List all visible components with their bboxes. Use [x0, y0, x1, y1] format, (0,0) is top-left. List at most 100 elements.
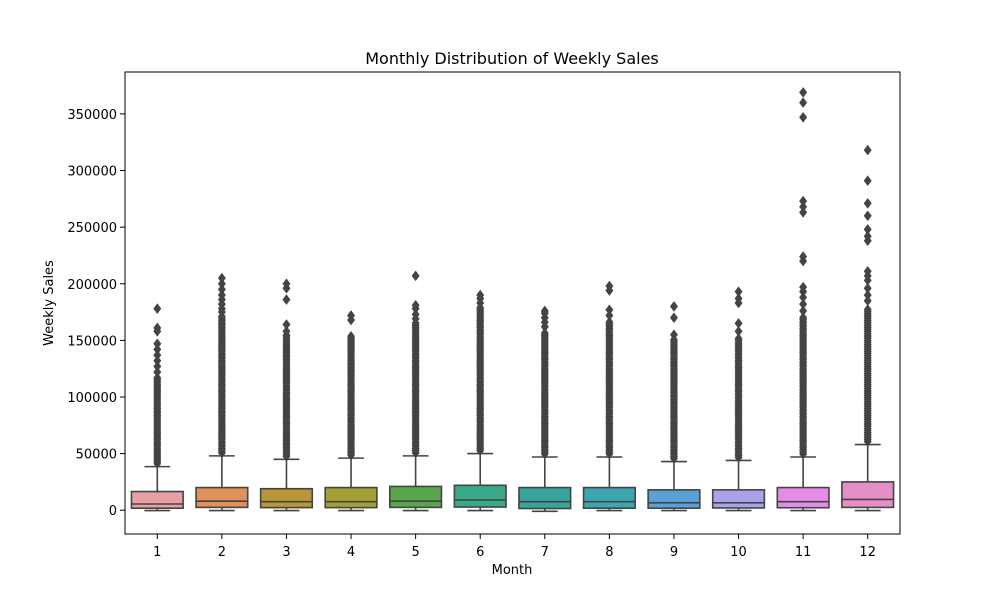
outlier-point	[153, 361, 162, 372]
outlier-point	[282, 278, 291, 290]
y-axis: 0 50000 100000 150000 200000 250000 300000 3500…	[67, 108, 125, 519]
outlier-point	[799, 292, 808, 303]
outlier-point	[217, 272, 226, 284]
outlier-point	[799, 207, 808, 218]
box-month-11	[776, 87, 830, 512]
outlier-point	[153, 322, 162, 334]
box-month-7	[518, 305, 572, 513]
outlier-point	[863, 175, 872, 187]
outlier-point	[734, 286, 743, 297]
x-tick-label: 7	[541, 545, 549, 560]
outliers	[282, 278, 291, 462]
outlier-point	[669, 301, 678, 312]
outlier-point	[863, 295, 872, 307]
outliers	[347, 310, 356, 461]
outlier-point	[217, 284, 226, 295]
outlier-point	[863, 265, 872, 277]
box-month-2	[195, 272, 249, 512]
x-axis: 1 2 3 4 5 6 7 8 9 10 11 12	[153, 534, 876, 560]
x-tick-label: 12	[859, 545, 876, 560]
box-body	[259, 487, 314, 509]
outlier-point	[476, 289, 485, 301]
outlier-point	[153, 372, 162, 384]
outlier-point	[605, 316, 614, 328]
x-tick-label: 5	[411, 545, 419, 560]
y-tick-label: 150000	[67, 334, 117, 349]
outlier-point	[217, 289, 226, 301]
outlier-point	[153, 344, 162, 355]
outliers	[669, 301, 678, 464]
outlier-point	[282, 294, 291, 305]
outlier-point	[411, 270, 420, 282]
outlier-point	[863, 144, 872, 156]
box-body	[711, 489, 766, 509]
x-axis-label: Month	[492, 563, 533, 578]
box-body	[518, 486, 572, 510]
outlier-point	[799, 87, 808, 98]
chart-title: Monthly Distribution of Weekly Sales	[365, 49, 659, 68]
box-month-12	[841, 144, 895, 512]
box-body	[324, 486, 378, 509]
outliers	[605, 280, 614, 460]
outlier-point	[411, 299, 420, 311]
x-tick-label: 1	[153, 545, 161, 560]
plot-area	[130, 87, 895, 513]
outlier-point	[153, 303, 162, 314]
outlier-point	[863, 224, 872, 235]
outlier-point	[347, 310, 356, 321]
y-tick-label: 300000	[67, 165, 117, 180]
outlier-point	[153, 355, 162, 367]
outliers	[734, 286, 743, 463]
outlier-point	[799, 251, 808, 262]
outlier-point	[863, 304, 872, 315]
outlier-point	[734, 333, 743, 344]
x-tick-label: 3	[282, 545, 290, 560]
x-tick-label: 10	[730, 545, 747, 560]
y-tick-label: 200000	[67, 278, 117, 293]
x-tick-label: 2	[218, 545, 226, 560]
outlier-point	[153, 366, 162, 378]
x-tick-label: 6	[476, 545, 484, 560]
x-tick-label: 9	[670, 545, 678, 560]
outlier-point	[799, 195, 808, 207]
x-tick-label: 11	[795, 545, 812, 560]
outlier-point	[799, 298, 808, 310]
outliers	[476, 289, 485, 456]
y-tick-label: 250000	[67, 221, 117, 236]
outlier-point	[669, 312, 678, 324]
y-tick-label: 0	[109, 504, 117, 519]
box-month-1	[130, 303, 184, 512]
outlier-point	[799, 312, 808, 323]
outlier-point	[863, 289, 872, 301]
outlier-point	[669, 329, 678, 341]
outliers	[411, 270, 420, 459]
outlier-point	[863, 210, 872, 222]
box-month-6	[453, 289, 507, 512]
outlier-point	[282, 319, 291, 330]
outlier-point	[863, 230, 872, 242]
y-tick-label: 350000	[67, 108, 117, 123]
box-body	[776, 486, 830, 509]
outlier-point	[153, 338, 162, 350]
box-month-10	[711, 286, 766, 512]
box-month-9	[647, 301, 701, 512]
outlier-point	[605, 280, 614, 292]
outlier-point	[347, 331, 356, 342]
plot-frame	[124, 71, 901, 535]
outliers	[540, 305, 549, 460]
box-month-3	[259, 278, 314, 512]
outlier-point	[863, 282, 872, 294]
box-body	[453, 484, 507, 508]
outlier-point	[734, 326, 743, 337]
outlier-point	[734, 293, 743, 304]
box-body	[130, 490, 184, 509]
outlier-point	[863, 198, 872, 209]
y-tick-label: 100000	[67, 391, 117, 406]
outliers	[153, 303, 162, 469]
outlier-point	[799, 111, 808, 123]
x-tick-label: 8	[605, 545, 613, 560]
outlier-point	[540, 327, 549, 339]
box-month-4	[324, 310, 378, 512]
outliers	[863, 144, 872, 447]
